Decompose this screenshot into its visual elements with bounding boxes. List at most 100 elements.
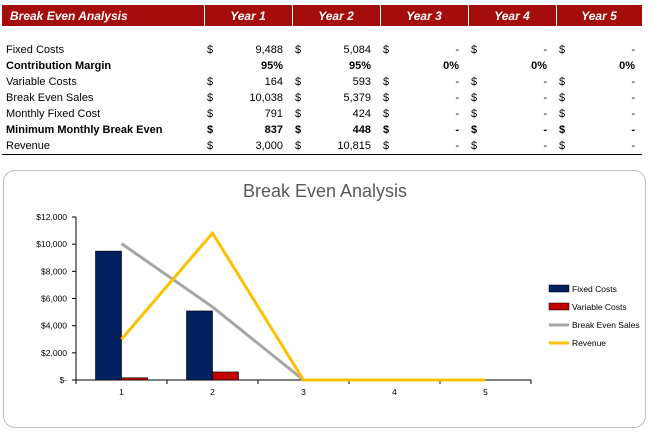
chart-title: Break Even Analysis bbox=[243, 181, 407, 201]
cell-value: - bbox=[543, 92, 547, 104]
value-cell: 0% bbox=[380, 58, 468, 74]
row-label: Break Even Sales bbox=[6, 92, 94, 104]
value-cell: $ - bbox=[556, 90, 642, 106]
header-year-1: Year 1 bbox=[204, 5, 293, 26]
cell-value: - bbox=[455, 92, 459, 104]
value-cell: $424 bbox=[292, 106, 380, 122]
header-title: Break Even Analysis bbox=[2, 5, 205, 26]
cell-value: - bbox=[543, 108, 547, 120]
legend-label: Break Even Sales bbox=[572, 320, 640, 330]
row-label: Variable Costs bbox=[6, 76, 77, 88]
currency-symbol: $ bbox=[295, 108, 302, 120]
bar-fixed-costs bbox=[186, 310, 213, 381]
value-cell: $ - bbox=[468, 90, 556, 106]
header-year-3: Year 3 bbox=[380, 5, 469, 26]
value-cell: $ - bbox=[468, 42, 556, 58]
y-tick-label: $12,000 bbox=[36, 212, 67, 222]
header-year-2: Year 2 bbox=[292, 5, 381, 26]
bar-variable-costs bbox=[212, 371, 239, 381]
cell-value: - bbox=[543, 76, 547, 88]
y-tick-label: $2,000 bbox=[41, 348, 67, 358]
table-row: Revenue $3,000 $10,815 $ - $ - $ - bbox=[2, 138, 642, 155]
currency-symbol: $ bbox=[471, 92, 478, 104]
spacer-row bbox=[2, 26, 642, 42]
x-tick-label: 5 bbox=[483, 387, 488, 397]
value-cell: $ - bbox=[468, 74, 556, 90]
value-cell: 0% bbox=[556, 58, 642, 74]
currency-symbol: $ bbox=[559, 140, 566, 152]
cell-value: - bbox=[631, 124, 635, 136]
row-label: Minimum Monthly Break Even bbox=[6, 124, 163, 136]
break-even-table: Break Even Analysis Year 1 Year 2 Year 3… bbox=[2, 5, 643, 155]
currency-symbol: $ bbox=[559, 92, 566, 104]
value-cell: $448 bbox=[292, 122, 380, 138]
x-tick-label: 3 bbox=[301, 387, 306, 397]
value-cell: $ - bbox=[556, 74, 642, 90]
row-label: Fixed Costs bbox=[6, 44, 65, 56]
value-cell: $3,000 bbox=[204, 138, 292, 155]
currency-symbol: $ bbox=[207, 124, 214, 136]
table-row: Minimum Monthly Break Even $837 $448 $ - $ - $ - bbox=[2, 122, 642, 138]
break-even-chart: Break Even Analysis $- $2,000 $4,000 $6,000 $… bbox=[3, 170, 646, 428]
legend-label: Fixed Costs bbox=[572, 284, 617, 294]
cell-value: 448 bbox=[352, 124, 371, 136]
cell-value: 5,379 bbox=[343, 92, 371, 104]
value-cell: $ - bbox=[380, 138, 468, 155]
y-tick-label: $10,000 bbox=[36, 239, 67, 249]
currency-symbol: $ bbox=[383, 124, 390, 136]
x-tick-label: 4 bbox=[392, 387, 397, 397]
value-cell: 0% bbox=[468, 58, 556, 74]
cell-value: 10,815 bbox=[337, 140, 371, 152]
currency-symbol: $ bbox=[383, 44, 390, 56]
y-tick-label: $8,000 bbox=[41, 266, 67, 276]
x-tick-label: 2 bbox=[210, 387, 215, 397]
cell-value: - bbox=[455, 140, 459, 152]
cell-value: - bbox=[543, 44, 547, 56]
value-cell: $9,488 bbox=[204, 42, 292, 58]
value-cell: $ - bbox=[468, 138, 556, 155]
value-cell: $ - bbox=[380, 122, 468, 138]
currency-symbol: $ bbox=[207, 92, 214, 104]
cell-value: 10,038 bbox=[249, 92, 283, 104]
currency-symbol: $ bbox=[295, 76, 302, 88]
currency-symbol: $ bbox=[471, 108, 478, 120]
value-cell: $5,084 bbox=[292, 42, 380, 58]
currency-symbol: $ bbox=[207, 108, 214, 120]
legend-swatch bbox=[548, 302, 570, 311]
table-header-row: Break Even Analysis Year 1 Year 2 Year 3… bbox=[2, 5, 643, 26]
currency-symbol: $ bbox=[559, 44, 566, 56]
currency-symbol: $ bbox=[295, 124, 302, 136]
legend-label: Revenue bbox=[572, 338, 606, 348]
table-row: Break Even Sales $10,038 $5,379 $ - $ - $ - bbox=[2, 90, 642, 106]
currency-symbol: $ bbox=[383, 76, 390, 88]
currency-symbol: $ bbox=[383, 92, 390, 104]
value-cell: $ - bbox=[556, 122, 642, 138]
currency-symbol: $ bbox=[471, 140, 478, 152]
cell-value: 164 bbox=[264, 76, 283, 88]
y-tick-label: $- bbox=[59, 375, 67, 385]
value-cell: $ - bbox=[380, 42, 468, 58]
cell-value: 5,084 bbox=[343, 44, 371, 56]
currency-symbol: $ bbox=[207, 76, 214, 88]
cell-value: - bbox=[455, 76, 459, 88]
cell-value: 791 bbox=[264, 108, 283, 120]
line-break-even-sales bbox=[120, 242, 486, 382]
value-cell: $164 bbox=[204, 74, 292, 90]
value-cell: $ - bbox=[380, 106, 468, 122]
x-tick-label: 1 bbox=[119, 387, 124, 397]
legend-swatch bbox=[548, 284, 570, 293]
currency-symbol: $ bbox=[383, 140, 390, 152]
cell-value: - bbox=[631, 140, 635, 152]
currency-symbol: $ bbox=[383, 108, 390, 120]
cell-value: - bbox=[455, 44, 459, 56]
value-cell: $10,038 bbox=[204, 90, 292, 106]
currency-symbol: $ bbox=[559, 108, 566, 120]
value-cell: $ - bbox=[468, 122, 556, 138]
cell-value: - bbox=[631, 76, 635, 88]
currency-symbol: $ bbox=[471, 44, 478, 56]
currency-symbol: $ bbox=[207, 44, 214, 56]
cell-value: - bbox=[455, 108, 459, 120]
table-row: Fixed Costs $9,488 $5,084 $ - $ - $ - bbox=[2, 42, 642, 58]
value-cell: $837 bbox=[204, 122, 292, 138]
header-year-5: Year 5 bbox=[556, 5, 643, 26]
